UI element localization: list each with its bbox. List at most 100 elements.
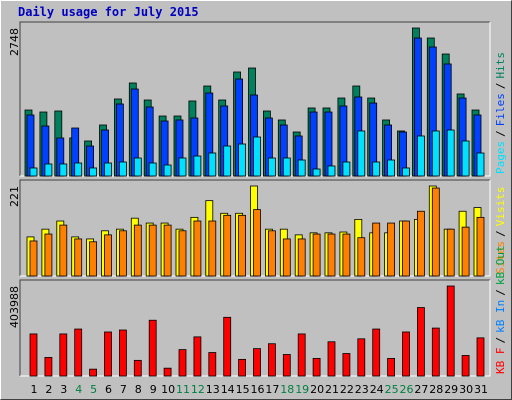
x-tick-label: 9 [150,383,157,396]
x-tick-label: 19 [295,383,309,396]
legend-entry: Pages [494,141,507,174]
bar [267,230,276,277]
legend-entry: Sites [494,241,507,274]
bar [89,241,97,277]
x-tick-label: 20 [310,383,324,396]
legend-separator: / [494,230,507,237]
x-tick-label: 3 [60,383,67,396]
bar [431,187,440,277]
bar [461,226,470,277]
x-tick-label: 18 [280,383,294,396]
bar [357,237,366,277]
bar [238,143,247,177]
bar [74,238,83,277]
x-tick-label: 15 [236,383,250,396]
bar [223,316,232,377]
bar [29,333,38,377]
bar [148,162,157,177]
bar [163,224,172,277]
x-tick-label: 21 [325,383,339,396]
bar [148,224,157,277]
bar [416,307,425,377]
x-tick-label: 1 [31,383,38,396]
x-tick-label: 12 [191,383,205,396]
x-tick-label: 6 [105,383,112,396]
bar [178,157,187,177]
bar [342,233,351,277]
bar [104,331,112,377]
panel-frame [19,279,490,376]
x-tick-label: 23 [355,383,369,396]
bar [282,238,291,277]
bar [327,165,336,177]
bar [461,355,470,377]
x-tick-label: 10 [161,383,175,396]
x-tick-label: 13 [206,383,220,396]
bar [223,214,232,277]
legend-entry: Hits [494,52,507,79]
legend-separator: / [494,337,507,344]
bar [297,159,306,177]
bar [253,348,261,377]
x-tick-label: 25 [385,383,399,396]
bar [178,349,187,377]
bar [309,111,318,177]
bar [476,337,485,377]
bar [402,220,410,277]
bar [163,164,172,177]
bar [431,327,440,377]
bar [59,333,68,377]
bar [387,222,396,277]
legend-entry: kB In [494,300,507,333]
bar [223,145,232,177]
bar [402,167,410,177]
bar [74,162,83,177]
bar [29,167,38,177]
bar [253,209,261,277]
x-tick-label: 2 [45,383,52,396]
panel-frame [19,179,490,276]
bar [208,352,217,377]
legend: Pages / Files / Hits [494,52,507,174]
x-tick-label: 27 [414,383,428,396]
x-tick-label: 14 [221,383,235,396]
bar [416,210,425,277]
legend-entry: kB Out [494,245,507,285]
bar [26,114,35,177]
x-tick-label: 28 [429,383,443,396]
bar [267,157,276,177]
bar [357,338,366,377]
chart-title: Daily usage for July 2015 [18,5,199,19]
x-tick-label: 17 [265,383,279,396]
bar [193,220,202,277]
bar [208,220,217,277]
x-tick-label: 22 [340,383,354,396]
bar [193,336,202,377]
bar [238,358,247,377]
legend-separator: / [494,289,507,296]
bar [44,357,53,377]
bar [372,161,381,177]
bar [312,233,321,277]
x-tick-label: 5 [90,383,97,396]
bar [89,167,97,177]
bar [193,155,202,177]
bar [327,233,336,277]
bar [104,234,112,277]
x-tick-label: 16 [251,383,265,396]
legend-separator: / [494,130,507,137]
bar [431,130,440,177]
bar [312,168,321,177]
x-tick-label: 29 [444,383,458,396]
bar [387,159,396,177]
bar [476,152,485,177]
bar [253,136,261,177]
x-tick-label: 30 [459,383,473,396]
bar [446,129,455,177]
bar [238,214,247,277]
bar [163,367,172,377]
bar [133,224,142,277]
bar [372,222,381,277]
bar [59,224,68,277]
